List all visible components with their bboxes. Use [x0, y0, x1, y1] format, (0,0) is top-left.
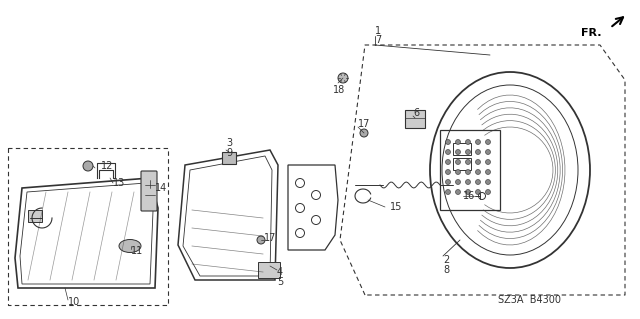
Circle shape [465, 169, 470, 174]
Text: 11: 11 [131, 246, 143, 256]
Text: 9: 9 [226, 148, 232, 158]
Text: FR.: FR. [580, 28, 601, 38]
Bar [453, 158, 471, 170]
Bar [440, 130, 500, 210]
Circle shape [465, 189, 470, 195]
Bar [453, 143, 471, 155]
Text: 18: 18 [333, 85, 345, 95]
Circle shape [486, 139, 490, 145]
Circle shape [456, 189, 461, 195]
Circle shape [465, 180, 470, 184]
Circle shape [83, 161, 93, 171]
Text: 15: 15 [390, 202, 403, 212]
Bar [258, 262, 280, 278]
Circle shape [486, 160, 490, 165]
Circle shape [445, 189, 451, 195]
Circle shape [445, 180, 451, 184]
Circle shape [476, 169, 481, 174]
Text: 6: 6 [413, 108, 419, 118]
Text: 7: 7 [375, 35, 381, 45]
Circle shape [445, 160, 451, 165]
Circle shape [476, 160, 481, 165]
Circle shape [476, 189, 481, 195]
Circle shape [456, 160, 461, 165]
Circle shape [445, 150, 451, 154]
Text: 17: 17 [264, 233, 276, 243]
Circle shape [456, 150, 461, 154]
Text: 17: 17 [358, 119, 371, 129]
Bar [222, 152, 236, 164]
Circle shape [456, 169, 461, 174]
Circle shape [465, 150, 470, 154]
Text: 2: 2 [443, 255, 449, 265]
Bar [28, 210, 42, 222]
Circle shape [486, 150, 490, 154]
Circle shape [476, 180, 481, 184]
Circle shape [445, 139, 451, 145]
Text: SZ3A  B4300: SZ3A B4300 [499, 295, 561, 305]
Ellipse shape [119, 240, 141, 253]
FancyBboxPatch shape [141, 171, 157, 211]
Text: 10: 10 [68, 297, 80, 307]
Circle shape [486, 169, 490, 174]
Circle shape [486, 180, 490, 184]
Text: 5: 5 [277, 277, 284, 287]
Text: 13: 13 [113, 178, 125, 188]
Circle shape [476, 139, 481, 145]
Text: 4: 4 [277, 267, 283, 277]
Circle shape [445, 169, 451, 174]
Text: 16: 16 [463, 191, 476, 201]
Circle shape [456, 139, 461, 145]
Circle shape [456, 180, 461, 184]
Circle shape [338, 73, 348, 83]
Text: 8: 8 [443, 265, 449, 275]
Circle shape [465, 139, 470, 145]
Circle shape [465, 160, 470, 165]
Circle shape [360, 129, 368, 137]
Circle shape [476, 150, 481, 154]
Circle shape [486, 189, 490, 195]
Circle shape [257, 236, 265, 244]
Bar [405, 110, 425, 128]
Text: 14: 14 [155, 183, 167, 193]
Text: 1: 1 [375, 26, 381, 36]
Text: 3: 3 [226, 138, 232, 148]
Text: 12: 12 [101, 161, 113, 171]
